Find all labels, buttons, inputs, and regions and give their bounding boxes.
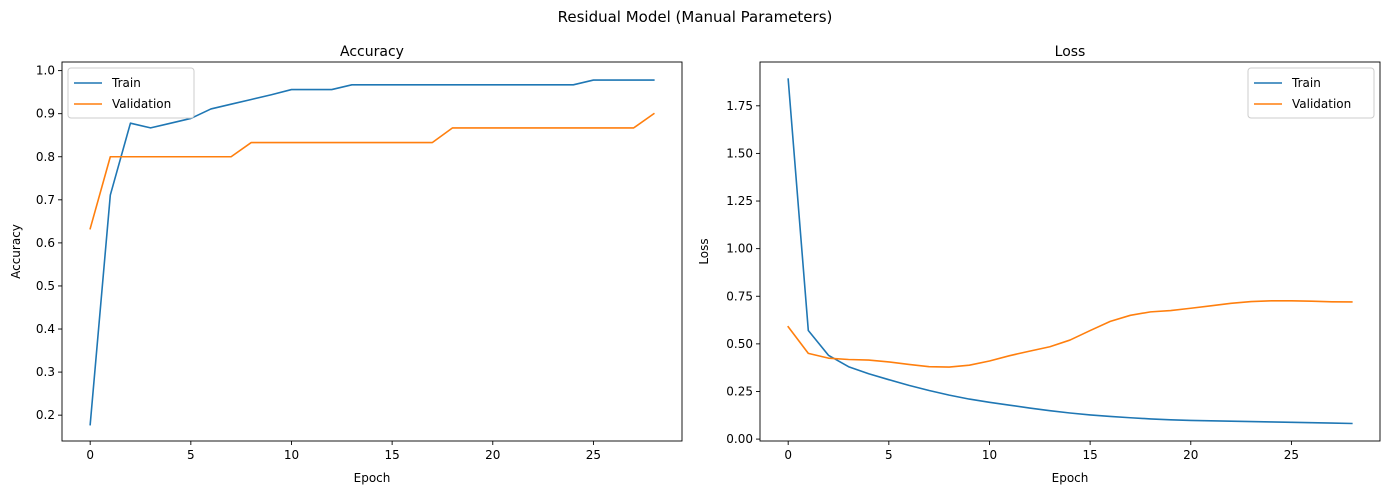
loss-y-tick-label: 1.75 — [726, 99, 753, 113]
loss-chart-title: Loss — [1055, 44, 1086, 60]
loss-x-tick-label: 20 — [1183, 448, 1198, 462]
accuracy-chart-panel: Accuracy 0 5 10 15 20 25 0.2 0.3 0.4 0.5 0.6 0.7 0.8 0… — [9, 44, 683, 485]
accuracy-y-tick-label: 0.5 — [36, 279, 55, 293]
accuracy-y-tick-label: 0.3 — [36, 365, 55, 379]
accuracy-legend-label-train: Train — [111, 76, 141, 90]
loss-legend-label-train: Train — [1291, 76, 1321, 90]
loss-x-tick-label: 10 — [982, 448, 997, 462]
loss-axes-frame — [759, 61, 1381, 442]
loss-x-tick-label: 15 — [1082, 448, 1097, 462]
accuracy-y-tick-label: 0.8 — [36, 150, 55, 164]
loss-y-tick-label: 1.50 — [726, 146, 753, 160]
accuracy-legend-label-validation: Validation — [112, 97, 171, 111]
figure-suptitle: Residual Model (Manual Parameters) — [558, 8, 833, 26]
accuracy-y-tick-label: 1.0 — [36, 64, 55, 78]
loss-x-axis-label: Epoch — [1052, 471, 1089, 485]
accuracy-y-tick-label: 0.4 — [36, 322, 55, 336]
loss-validation-line — [787, 300, 1353, 368]
accuracy-y-tick-label: 0.9 — [36, 107, 55, 121]
accuracy-train-line — [89, 79, 655, 426]
loss-train-line — [787, 78, 1353, 425]
accuracy-y-axis-label: Accuracy — [9, 224, 23, 279]
loss-y-tick-label: 0.75 — [726, 289, 753, 303]
loss-y-tick-label: 1.25 — [726, 194, 753, 208]
loss-y-tick-label: 0.00 — [726, 432, 753, 446]
accuracy-x-tick-label: 15 — [384, 448, 399, 462]
loss-x-tick-label: 0 — [784, 448, 792, 462]
loss-x-tick-label: 25 — [1284, 448, 1299, 462]
loss-legend-label-validation: Validation — [1292, 97, 1351, 111]
accuracy-chart-title: Accuracy — [340, 44, 404, 60]
accuracy-x-axis-label: Epoch — [354, 471, 391, 485]
accuracy-y-tick-label: 0.7 — [36, 193, 55, 207]
loss-chart-panel: Loss 0 5 10 15 20 25 0.00 0.25 0.50 0.75 1.00 1.25 1.… — [697, 44, 1381, 485]
accuracy-validation-line — [89, 112, 655, 230]
accuracy-axes-frame — [61, 61, 683, 442]
accuracy-x-tick-label: 5 — [187, 448, 195, 462]
accuracy-legend-box — [67, 67, 195, 119]
loss-y-tick-label: 0.50 — [726, 337, 753, 351]
accuracy-y-tick-label: 0.2 — [36, 408, 55, 422]
loss-legend-box — [1247, 67, 1375, 119]
loss-x-tick-label: 5 — [885, 448, 893, 462]
accuracy-x-tick-label: 25 — [586, 448, 601, 462]
loss-y-tick-label: 1.00 — [726, 242, 753, 256]
accuracy-x-tick-label: 20 — [485, 448, 500, 462]
loss-legend: Train Validation — [1247, 67, 1375, 119]
accuracy-legend: Train Validation — [67, 67, 195, 119]
accuracy-x-tick-label: 0 — [86, 448, 94, 462]
accuracy-x-tick-label: 10 — [284, 448, 299, 462]
loss-y-axis-label: Loss — [697, 238, 711, 264]
loss-y-tick-label: 0.25 — [726, 384, 753, 398]
accuracy-y-tick-label: 0.6 — [36, 236, 55, 250]
